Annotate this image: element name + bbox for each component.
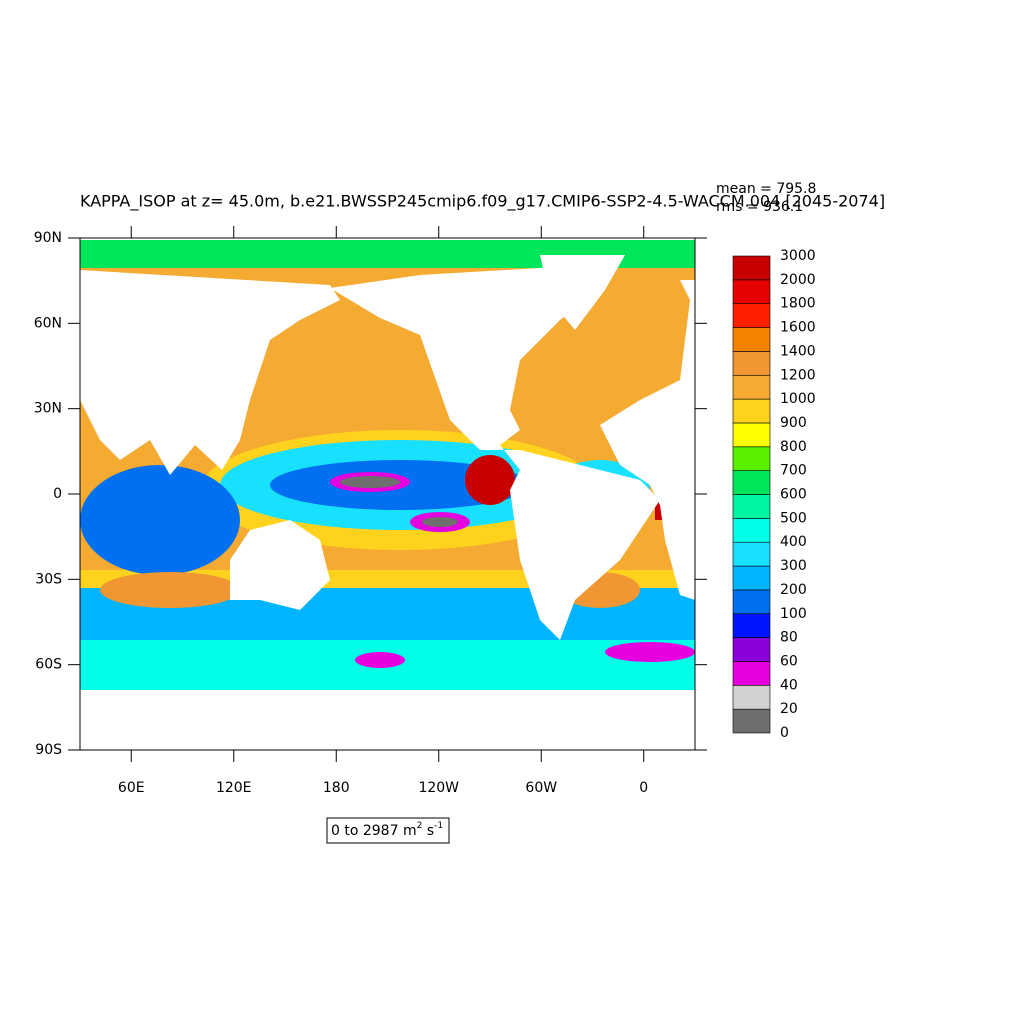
y-tick-label: 60N <box>34 315 62 331</box>
y-tick-label: 30S <box>35 571 62 587</box>
colorbar-box <box>732 470 771 495</box>
land <box>600 280 695 600</box>
y-tick-label: 30N <box>34 401 62 417</box>
colorbar-box <box>732 613 771 638</box>
colorbar-label: 60 <box>780 653 798 669</box>
colorbar-box <box>732 708 771 734</box>
field <box>80 240 695 690</box>
colorbar-label: 1400 <box>780 343 816 359</box>
colorbar-box <box>732 255 771 281</box>
y-tick-label: 0 <box>53 486 62 502</box>
rms-label: rms = 936.1 <box>716 199 803 215</box>
colorbar-label: 700 <box>780 463 807 479</box>
info-text: 0 to 2987 m2 s-1 <box>331 821 443 840</box>
colorbar-label: 800 <box>780 439 807 455</box>
colorbar-label: 1600 <box>780 320 816 336</box>
colorbar-label: 900 <box>780 415 807 431</box>
indian-field <box>80 465 240 575</box>
colorbar-box <box>732 661 771 686</box>
southern-field <box>605 642 695 662</box>
colorbar-label: 1800 <box>780 296 816 312</box>
info-part: 0 to 2987 m <box>331 823 417 839</box>
colorbar-box <box>732 422 771 448</box>
colorbar-label: 2000 <box>780 272 816 288</box>
indian-field <box>100 572 240 608</box>
land <box>540 255 625 330</box>
x-tick-label: 60W <box>525 780 557 796</box>
land <box>330 258 660 640</box>
colorbar-box <box>732 518 771 543</box>
y-tick-label: 90N <box>34 230 62 246</box>
info-box <box>326 817 450 844</box>
info-part: s <box>422 823 434 839</box>
equatorial-field <box>422 517 458 527</box>
colorbar-box <box>732 398 771 424</box>
colorbar-box <box>732 446 771 471</box>
colorbar-box <box>732 684 771 710</box>
y-tick-label: 90S <box>35 742 62 758</box>
colorbar-box <box>732 279 771 305</box>
mean-label: mean = 795.8 <box>716 181 816 197</box>
colorbar-box <box>732 541 771 567</box>
chart-title: KAPPA_ISOP at z= 45.0m, b.e21.BWSSP245cm… <box>80 192 885 212</box>
colorbar-label: 40 <box>780 677 798 693</box>
colorbar-label: 1200 <box>780 367 816 383</box>
colorbar-label: 200 <box>780 582 807 598</box>
colorbar-box <box>732 565 771 591</box>
colorbar-label: 3000 <box>780 248 816 264</box>
colorbar-box <box>732 327 771 352</box>
colorbar-label: 20 <box>780 701 798 717</box>
equatorial-field <box>465 455 515 505</box>
x-tick-label: 180 <box>323 780 350 796</box>
x-tick-label: 120E <box>216 780 252 796</box>
colorbar-label: 500 <box>780 510 807 526</box>
colorbar-label: 300 <box>780 558 807 574</box>
colorbar-box <box>732 494 771 519</box>
colorbar-label: 1000 <box>780 391 816 407</box>
colorbar-label: 80 <box>780 630 798 646</box>
land <box>230 520 330 610</box>
x-tick-label: 120W <box>418 780 459 796</box>
x-tick-label: 60E <box>118 780 145 796</box>
info-part: 2 <box>417 821 423 831</box>
colorbar-box <box>732 637 771 662</box>
colorbar-label: 400 <box>780 534 807 550</box>
colorbar-label: 100 <box>780 606 807 622</box>
colorbar-box <box>732 303 771 328</box>
y-tick-label: 60S <box>35 657 62 673</box>
colorbar-box <box>732 374 771 400</box>
colorbar-box <box>732 351 771 376</box>
southern-field <box>355 652 405 668</box>
colorbar-box <box>732 589 771 615</box>
land <box>80 270 340 475</box>
x-tick-label: 0 <box>639 780 648 796</box>
colorbar-label: 0 <box>780 725 789 741</box>
colorbar-label: 600 <box>780 487 807 503</box>
info-part: -1 <box>434 821 443 831</box>
equatorial-field <box>340 476 400 488</box>
